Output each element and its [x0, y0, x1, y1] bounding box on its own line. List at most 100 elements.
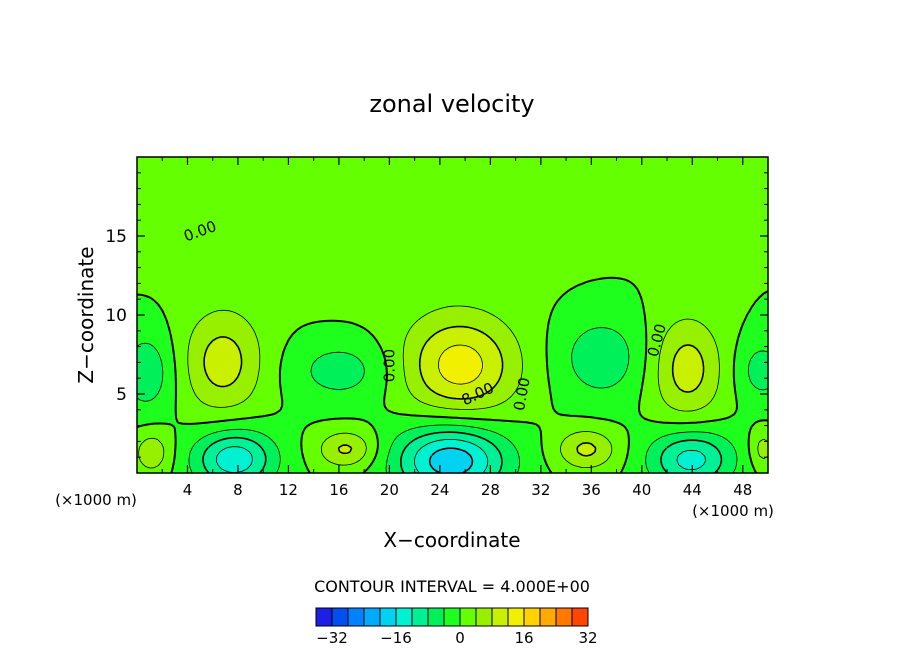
field-cell: [402, 431, 406, 436]
field-cell: [471, 460, 476, 465]
field-cell: [146, 403, 151, 408]
field-cell: [755, 438, 760, 442]
field-cell: [679, 419, 684, 424]
field-cell: [733, 435, 738, 439]
field-cell: [361, 450, 365, 455]
field-cell: [310, 447, 315, 452]
field-cell: [335, 419, 340, 424]
field-cell: [698, 425, 703, 430]
field-cell: [512, 416, 517, 420]
field-cell: [209, 400, 214, 405]
field-cell: [698, 416, 703, 420]
field-cell: [458, 425, 463, 430]
field-cell: [562, 466, 567, 471]
field-cell: [152, 409, 157, 414]
field-cell: [190, 444, 195, 449]
field-cell: [471, 419, 476, 424]
field-cell: [436, 419, 441, 424]
field-cell: [575, 435, 580, 439]
field-cell: [193, 463, 198, 468]
field-cell: [364, 460, 368, 465]
field-cell: [525, 403, 529, 408]
field-cell: [591, 447, 596, 452]
field-cell: [278, 403, 283, 408]
field-cell: [200, 463, 204, 468]
field-cell: [174, 454, 179, 458]
field-cell: [335, 463, 340, 468]
field-cell: [392, 444, 397, 449]
field-cell: [600, 438, 605, 442]
field-cell: [607, 457, 611, 461]
field-cell: [591, 454, 596, 458]
field-cell: [329, 444, 334, 449]
field-cell: [651, 422, 656, 427]
field-cell: [234, 425, 239, 430]
field-cell: [140, 463, 144, 468]
field-cell: [140, 450, 144, 455]
field-cell: [405, 431, 409, 436]
field-cell: [701, 425, 706, 430]
field-cell: [720, 428, 725, 433]
field-cell: [543, 450, 548, 455]
field-cell: [537, 466, 542, 471]
field-cell: [354, 400, 359, 405]
field-cell: [323, 419, 327, 424]
field-cell: [319, 438, 324, 442]
field-cell: [222, 400, 226, 405]
field-cell: [171, 447, 176, 452]
field-cell: [159, 447, 163, 452]
field-cell: [392, 457, 397, 461]
field-cell: [260, 419, 264, 424]
field-cell: [171, 431, 176, 436]
field-cell: [357, 441, 362, 446]
field-cell: [733, 431, 738, 436]
field-cell: [253, 457, 258, 461]
field-cell: [679, 454, 684, 458]
field-cell: [174, 428, 179, 433]
field-cell: [424, 431, 428, 436]
field-cell: [379, 425, 384, 430]
field-cell: [209, 403, 214, 408]
field-cell: [149, 431, 154, 436]
field-cell: [487, 403, 491, 408]
field-cell: [745, 469, 750, 474]
field-cell: [755, 409, 760, 414]
field-cell: [588, 431, 592, 436]
field-cell: [525, 454, 529, 458]
field-cell: [370, 441, 375, 446]
field-cell: [711, 406, 715, 411]
field-cell: [641, 454, 646, 458]
field-cell: [165, 469, 170, 474]
field-cell: [260, 428, 264, 433]
field-cell: [474, 441, 479, 446]
field-cell: [244, 460, 249, 465]
field-cell: [480, 425, 485, 430]
field-cell: [701, 441, 706, 446]
field-cell: [282, 419, 286, 424]
field-cell: [165, 466, 170, 471]
field-cell: [534, 403, 539, 408]
field-cell: [209, 441, 214, 446]
field-cell: [578, 425, 583, 430]
field-cell: [474, 422, 479, 427]
field-cell: [660, 447, 665, 452]
field-cell: [231, 422, 236, 427]
field-cell: [354, 431, 359, 436]
field-cell: [622, 409, 627, 414]
field-cell: [714, 416, 719, 420]
field-cell: [241, 412, 245, 417]
field-cell: [152, 441, 157, 446]
field-cell: [660, 469, 665, 474]
field-cell: [512, 466, 517, 471]
field-cell: [594, 457, 599, 461]
field-cell: [408, 454, 413, 458]
field-cell: [679, 425, 684, 430]
field-cell: [493, 447, 498, 452]
field-cell: [641, 406, 646, 411]
field-cell: [449, 431, 454, 436]
field-cell: [490, 412, 495, 417]
field-cell: [329, 450, 334, 455]
field-cell: [373, 438, 378, 442]
field-cell: [635, 422, 640, 427]
field-cell: [673, 454, 678, 458]
